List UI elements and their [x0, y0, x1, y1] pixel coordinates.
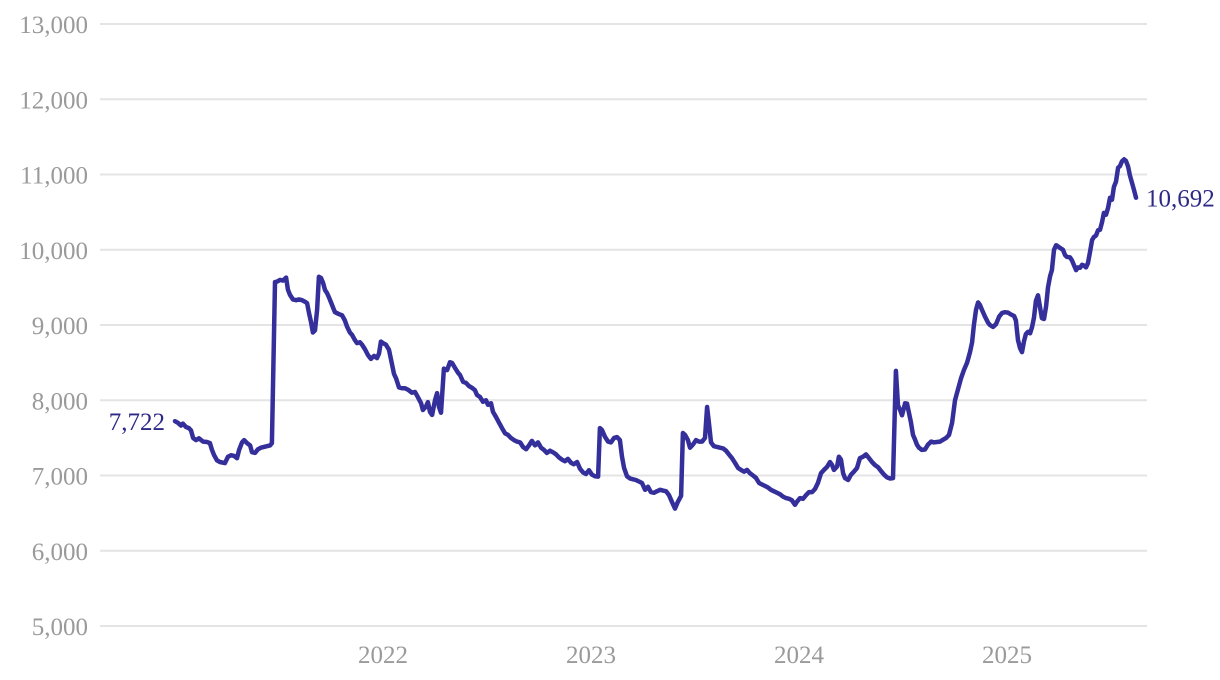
x-axis-tick-label: 2024	[774, 642, 825, 669]
start-value-annotation: 7,722	[109, 409, 165, 436]
y-axis-tick-label: 5,000	[32, 614, 88, 641]
y-axis-tick-label: 7,000	[32, 464, 88, 491]
y-axis-tick-label: 8,000	[32, 388, 88, 415]
x-axis-tick-label: 2025	[982, 642, 1032, 669]
end-value-annotation: 10,692	[1146, 186, 1215, 213]
y-axis-tick-label: 12,000	[19, 87, 88, 114]
x-axis-tick-label: 2022	[358, 642, 408, 669]
y-axis-tick-label: 9,000	[32, 313, 88, 340]
y-axis-tick-labels: 5,000 6,000 7,000 8,000 9,000 10,000 11,000 12,…	[19, 12, 88, 641]
y-axis-tick-label: 6,000	[32, 539, 88, 566]
y-axis-tick-label: 10,000	[19, 238, 88, 265]
x-axis-tick-labels: 2022 2023 2024 2025	[358, 642, 1032, 669]
x-axis-tick-label: 2023	[566, 642, 616, 669]
y-axis-tick-label: 11,000	[20, 163, 88, 190]
price-line-series	[172, 157, 1139, 511]
y-axis-tick-label: 13,000	[19, 12, 88, 39]
